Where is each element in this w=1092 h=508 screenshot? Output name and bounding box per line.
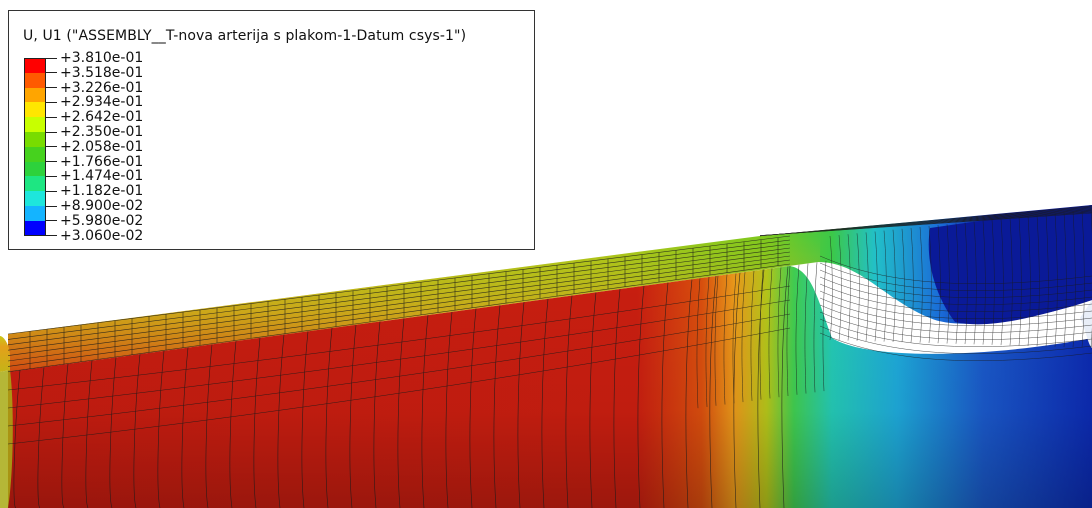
legend-tick-label: +1.766e-01 <box>46 155 143 169</box>
legend-swatch <box>24 117 46 132</box>
legend-tick-label: +2.934e-01 <box>46 95 143 109</box>
plaque-region <box>928 205 1092 325</box>
mesh-grid <box>7 205 1092 508</box>
legend-tick-label: +3.226e-01 <box>46 81 143 95</box>
legend-swatch <box>24 72 46 88</box>
artery-model <box>0 205 1092 508</box>
legend-swatch <box>24 102 46 118</box>
legend-tick-label: +1.182e-01 <box>46 184 143 198</box>
legend-tick-label: +2.058e-01 <box>46 140 143 154</box>
legend-swatch <box>24 176 46 192</box>
cut-end-face <box>0 336 10 372</box>
legend-swatch <box>24 191 46 206</box>
legend-tick-label: +1.474e-01 <box>46 169 143 183</box>
legend-tick-label: +8.900e-02 <box>46 199 143 213</box>
legend-swatch <box>24 205 46 221</box>
legend-swatch <box>24 220 46 236</box>
legend-swatch <box>24 146 46 162</box>
legend-tick-label: +5.980e-02 <box>46 214 143 228</box>
legend-tick-label: +3.518e-01 <box>46 66 143 80</box>
legend-swatch <box>24 131 46 147</box>
contour-legend: U, U1 ("ASSEMBLY__T-nova arterija s plak… <box>8 10 535 250</box>
legend-title: U, U1 ("ASSEMBLY__T-nova arterija s plak… <box>23 28 467 44</box>
legend-tick-label: +3.810e-01 <box>46 51 143 65</box>
legend-color-bar <box>24 58 46 236</box>
legend-tick-label: +3.060e-02 <box>46 229 143 243</box>
legend-tick-label: +2.350e-01 <box>46 125 143 139</box>
legend-swatch <box>24 58 46 73</box>
legend-tick-label: +2.642e-01 <box>46 110 143 124</box>
legend-swatch <box>24 161 46 177</box>
legend-swatch <box>24 87 46 103</box>
